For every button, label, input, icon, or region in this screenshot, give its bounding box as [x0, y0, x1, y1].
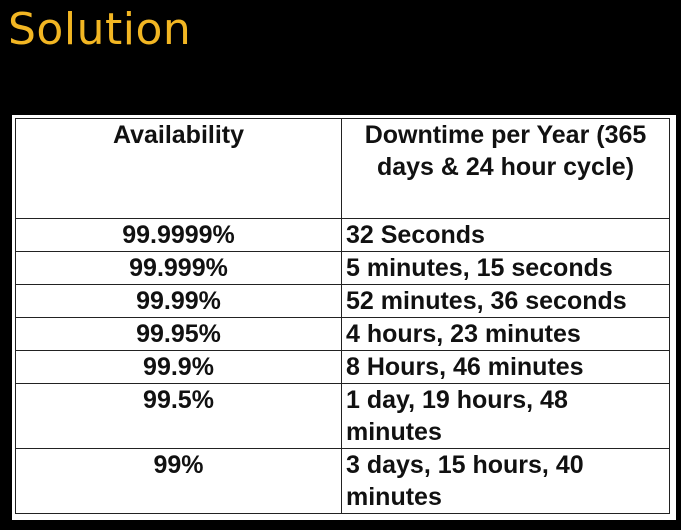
table-row: 99% 3 days, 15 hours, 40 minutes	[15, 448, 670, 514]
downtime-cell: 8 Hours, 46 minutes	[341, 350, 670, 384]
downtime-cell: 3 days, 15 hours, 40 minutes	[341, 448, 670, 514]
table-row: 99.999% 5 minutes, 15 seconds	[15, 251, 670, 285]
header-availability: Availability	[15, 118, 342, 219]
table-row: 99.9% 8 Hours, 46 minutes	[15, 350, 670, 384]
table-row: 99.99% 52 minutes, 36 seconds	[15, 284, 670, 318]
availability-table: Availability Downtime per Year (365 days…	[15, 118, 670, 514]
availability-cell: 99.99%	[15, 284, 342, 318]
table-row: 99.95% 4 hours, 23 minutes	[15, 317, 670, 351]
downtime-cell: 32 Seconds	[341, 218, 670, 252]
availability-cell: 99.9%	[15, 350, 342, 384]
table-row: 99.5% 1 day, 19 hours, 48 minutes	[15, 383, 670, 449]
availability-cell: 99.95%	[15, 317, 342, 351]
availability-cell: 99%	[15, 448, 342, 514]
table-row: 99.9999% 32 Seconds	[15, 218, 670, 252]
header-row: Availability Downtime per Year (365 days…	[15, 118, 670, 219]
downtime-cell: 52 minutes, 36 seconds	[341, 284, 670, 318]
table-panel: Availability Downtime per Year (365 days…	[12, 115, 676, 520]
downtime-cell: 1 day, 19 hours, 48 minutes	[341, 383, 670, 449]
downtime-cell: 5 minutes, 15 seconds	[341, 251, 670, 285]
downtime-cell: 4 hours, 23 minutes	[341, 317, 670, 351]
availability-cell: 99.9999%	[15, 218, 342, 252]
slide-title: Solution	[8, 4, 192, 55]
availability-cell: 99.999%	[15, 251, 342, 285]
header-downtime: Downtime per Year (365 days & 24 hour cy…	[341, 118, 670, 219]
availability-cell: 99.5%	[15, 383, 342, 449]
